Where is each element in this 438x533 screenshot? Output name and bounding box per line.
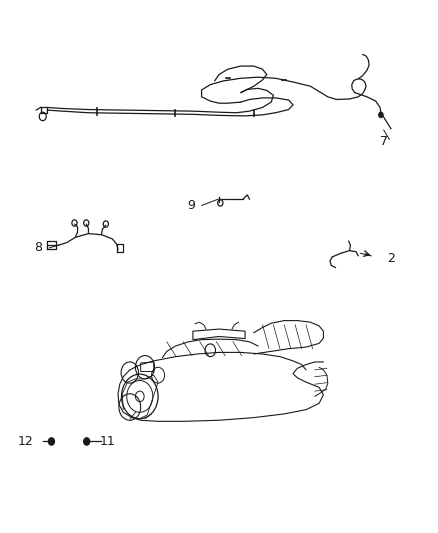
Text: 11: 11	[100, 435, 116, 448]
Text: 7: 7	[380, 135, 389, 148]
Circle shape	[379, 112, 383, 117]
Text: 8: 8	[34, 241, 42, 254]
Text: 2: 2	[387, 252, 395, 265]
Circle shape	[84, 438, 90, 445]
Circle shape	[48, 438, 54, 445]
Text: 9: 9	[187, 199, 194, 212]
Text: 12: 12	[18, 435, 33, 448]
